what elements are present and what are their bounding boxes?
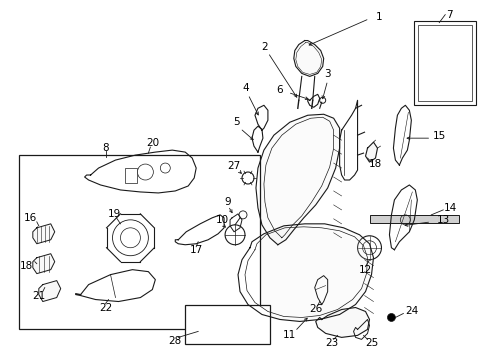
Bar — [413, 21, 475, 105]
Bar — [417, 24, 471, 101]
Text: 24: 24 — [405, 306, 418, 316]
Text: 23: 23 — [325, 338, 338, 348]
Text: 28: 28 — [168, 336, 182, 346]
Text: 13: 13 — [436, 215, 449, 225]
Text: 9: 9 — [224, 197, 231, 207]
Text: 14: 14 — [443, 203, 457, 213]
Polygon shape — [365, 142, 377, 162]
Text: 15: 15 — [432, 131, 446, 141]
Text: 17: 17 — [189, 245, 203, 255]
Bar — [125, 168, 137, 183]
Text: 18: 18 — [20, 261, 33, 271]
Bar — [185, 305, 269, 345]
Text: 6: 6 — [276, 85, 283, 95]
Polygon shape — [293, 41, 323, 76]
Text: 10: 10 — [215, 215, 228, 225]
Circle shape — [386, 314, 395, 321]
Polygon shape — [238, 224, 373, 321]
Text: 3: 3 — [324, 69, 330, 80]
Text: 1: 1 — [375, 12, 381, 22]
Polygon shape — [33, 254, 55, 274]
Text: 12: 12 — [358, 265, 371, 275]
Text: 20: 20 — [145, 138, 159, 148]
Text: 22: 22 — [99, 302, 112, 312]
Polygon shape — [39, 280, 61, 302]
Text: 8: 8 — [102, 143, 109, 153]
Text: 18: 18 — [368, 159, 381, 169]
Text: 11: 11 — [283, 330, 296, 341]
Polygon shape — [255, 114, 339, 245]
Polygon shape — [315, 307, 369, 337]
Text: 16: 16 — [24, 213, 38, 223]
Polygon shape — [33, 224, 55, 244]
Text: 25: 25 — [364, 338, 377, 348]
Text: 19: 19 — [108, 209, 121, 219]
Text: 27: 27 — [227, 161, 240, 171]
Bar — [19, 155, 260, 329]
Text: 21: 21 — [32, 291, 45, 301]
Text: 5: 5 — [232, 117, 239, 127]
Text: 7: 7 — [445, 10, 451, 20]
Bar — [369, 215, 458, 223]
Text: 26: 26 — [308, 305, 322, 315]
Text: 4: 4 — [242, 84, 249, 93]
Text: 2: 2 — [261, 41, 268, 51]
